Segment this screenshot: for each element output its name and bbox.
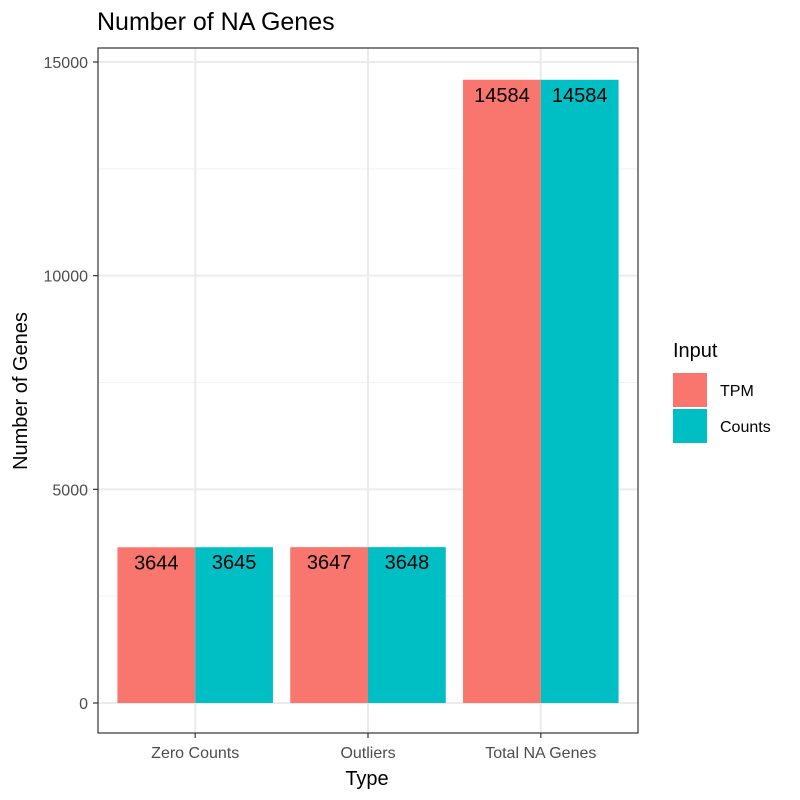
bar — [368, 547, 446, 703]
bar — [195, 547, 273, 703]
chart-title: Number of NA Genes — [97, 8, 335, 36]
data-label: 3648 — [385, 552, 430, 574]
bar — [117, 547, 196, 703]
y-tick-label: 15000 — [44, 55, 89, 72]
y-tick-label: 10000 — [44, 269, 89, 286]
legend: TPM Counts — [673, 373, 771, 443]
x-axis-title: Type — [345, 768, 388, 790]
legend-label: Counts — [720, 419, 771, 436]
data-label: 14584 — [552, 85, 608, 107]
data-label: 14584 — [474, 85, 530, 107]
x-tick-label: Total NA Genes — [485, 745, 596, 762]
legend-key — [673, 373, 707, 407]
x-tick-label: Outliers — [340, 745, 395, 762]
data-label: 3647 — [307, 552, 352, 574]
legend-label: TPM — [720, 383, 754, 400]
data-label: 3645 — [212, 552, 257, 574]
x-tick-label: Zero Counts — [151, 745, 239, 762]
bar — [463, 79, 541, 703]
legend-key — [673, 409, 707, 443]
plot-panel: 3644 3645 3647 3648 14584 14584 0 5000 10000 1500… — [44, 47, 639, 762]
bar — [540, 79, 619, 703]
y-axis-title: Number of Genes — [10, 312, 32, 470]
y-tick-label: 0 — [79, 696, 88, 713]
legend-title: Input — [673, 340, 718, 362]
y-tick-label: 5000 — [52, 482, 88, 499]
bar — [290, 547, 368, 703]
data-label: 3644 — [134, 552, 179, 574]
